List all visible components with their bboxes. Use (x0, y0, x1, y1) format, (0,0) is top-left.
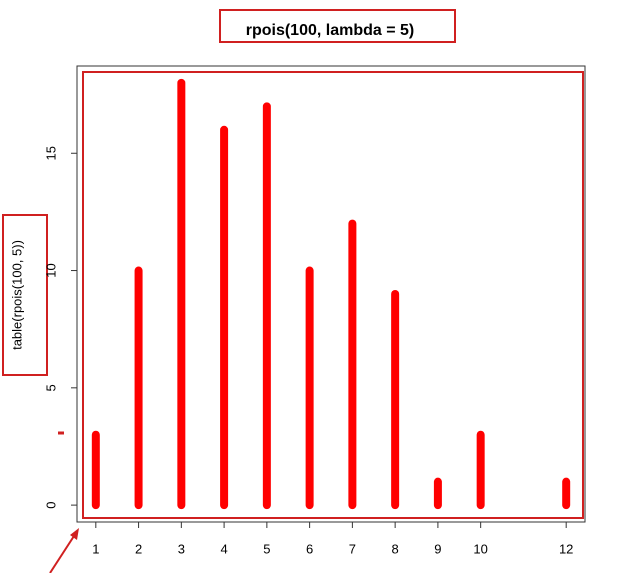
x-tick-label: 9 (434, 541, 441, 556)
y-tick-label: 10 (43, 263, 58, 277)
annotation-arrowhead (70, 528, 79, 540)
y-axis-label: table(rpois(100, 5)) (9, 240, 24, 350)
x-tick-label: 2 (135, 541, 142, 556)
annotation-arrow (49, 535, 75, 573)
highlight-box (2, 214, 48, 376)
x-tick-label: 8 (392, 541, 399, 556)
plot-frame (76, 65, 586, 523)
x-tick-label: 6 (306, 541, 313, 556)
chart-title: rpois(100, lambda = 5) (246, 22, 415, 39)
highlight-box (82, 71, 584, 519)
y-tick-label: 5 (43, 384, 58, 391)
highlight-box (219, 9, 456, 43)
y-tick-label: 0 (43, 501, 58, 508)
x-tick-label: 3 (178, 541, 185, 556)
x-tick-label: 7 (349, 541, 356, 556)
x-tick-label: 5 (263, 541, 270, 556)
y-tick-label: 15 (43, 146, 58, 160)
x-tick-label: 4 (220, 541, 227, 556)
x-tick-label: 1 (92, 541, 99, 556)
x-tick-label: 10 (473, 541, 487, 556)
x-tick-label: 12 (559, 541, 573, 556)
